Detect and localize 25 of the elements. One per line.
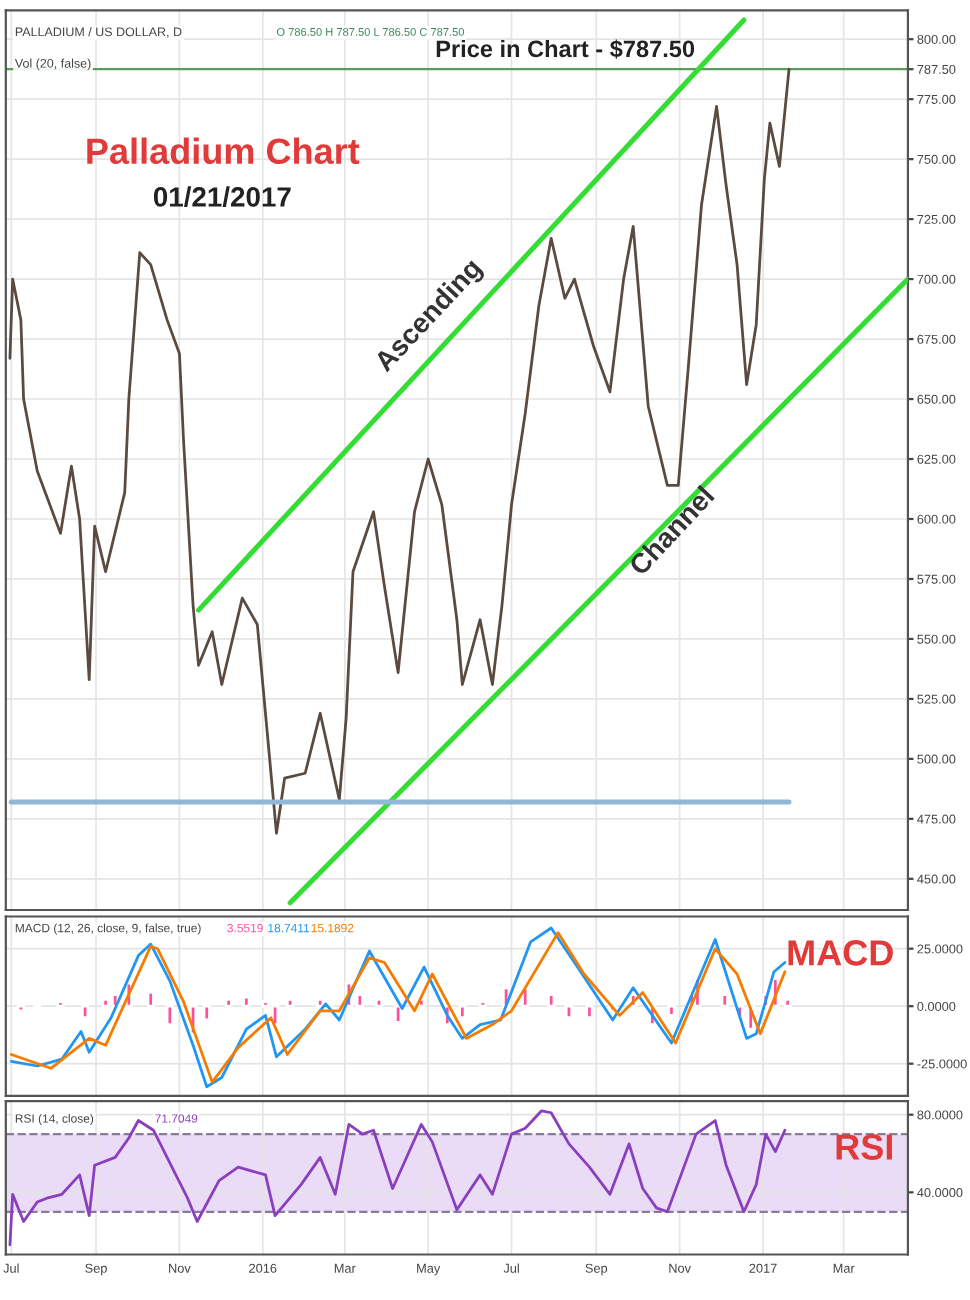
bar xyxy=(165,1004,174,1026)
bar xyxy=(393,1004,403,1024)
bar xyxy=(80,1004,90,1020)
bar xyxy=(547,993,556,1008)
bar xyxy=(667,1004,676,1017)
bar xyxy=(316,997,325,1008)
bar xyxy=(720,993,729,1008)
bar xyxy=(202,1004,211,1022)
line-series xyxy=(8,67,791,835)
bar xyxy=(564,1004,574,1020)
bar xyxy=(242,995,251,1008)
annotation: 01/21/2017 xyxy=(153,186,291,208)
bar xyxy=(16,1004,25,1013)
bar xyxy=(146,991,155,1008)
annotation: MACD xyxy=(788,940,893,966)
bar xyxy=(783,997,792,1008)
line-series xyxy=(8,1109,787,1247)
annotation: RSI xyxy=(836,1134,892,1160)
bar xyxy=(374,997,384,1008)
bar xyxy=(224,997,233,1008)
bar xyxy=(585,1004,594,1020)
annotation: Palladium Chart xyxy=(87,137,360,165)
bar xyxy=(285,997,295,1008)
annotation: Price in Chart - $787.50 xyxy=(436,39,695,59)
bar xyxy=(458,1004,467,1020)
